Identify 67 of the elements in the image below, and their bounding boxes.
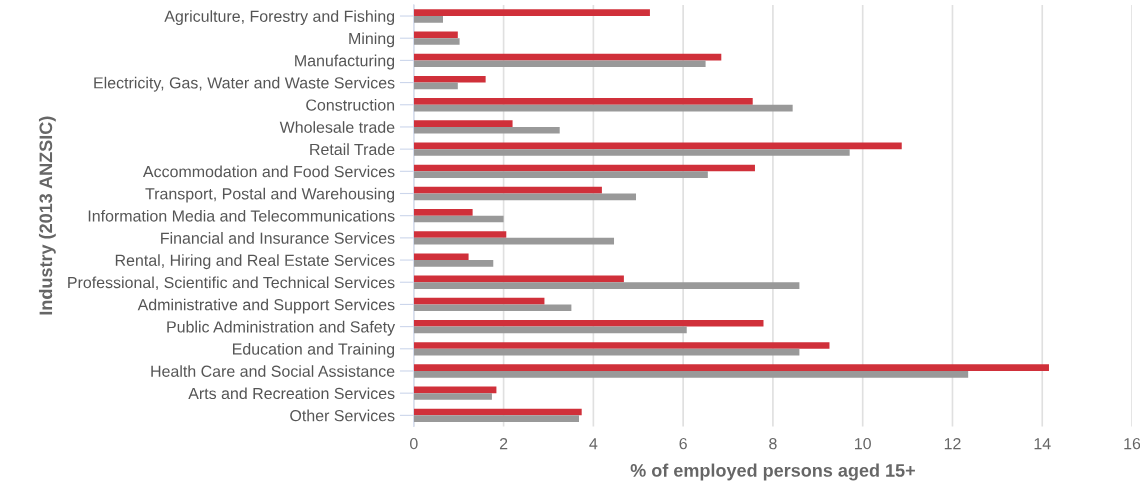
y-tick-label: Rental, Hiring and Real Estate Services xyxy=(115,254,395,270)
bar xyxy=(413,16,443,23)
x-tick-label: 10 xyxy=(855,437,871,450)
y-tick-label: Professional, Scientific and Technical Services xyxy=(68,276,395,291)
x-tick-label: 12 xyxy=(944,437,961,450)
y-tick-label: Public Administration and Safety xyxy=(167,320,396,336)
y-tick-label: Wholesale trade xyxy=(279,121,395,133)
y-tick-label: Construction xyxy=(306,98,395,111)
x-tick-label: 6 xyxy=(679,437,687,450)
bar xyxy=(413,253,469,261)
bar xyxy=(413,415,580,423)
bar xyxy=(413,75,486,83)
bar xyxy=(413,408,582,416)
y-tick-label: Transport, Postal and Warehousing xyxy=(145,187,395,203)
bar xyxy=(413,348,800,356)
bar xyxy=(413,186,602,194)
bar xyxy=(413,31,458,39)
bar xyxy=(413,215,504,223)
y-tick-label: Financial and Insurance Services xyxy=(161,232,395,244)
bar xyxy=(413,260,494,267)
x-tick-label: 2 xyxy=(499,437,508,450)
bar xyxy=(413,98,753,105)
bar xyxy=(413,342,830,349)
bar xyxy=(413,275,624,283)
bar xyxy=(413,120,513,127)
y-tick-label: Health Care and Social Assistance xyxy=(151,365,395,377)
y-tick-label: Arts and Recreation Services xyxy=(188,387,395,400)
bar xyxy=(413,209,473,216)
y-tick-label: Information Media and Telecommunications xyxy=(88,209,395,222)
bar xyxy=(413,171,708,178)
y-tick-label: Education and Training xyxy=(233,343,395,358)
y-tick-label: Accommodation and Food Services xyxy=(142,165,395,178)
y-tick-label: Manufacturing xyxy=(295,54,395,70)
bar xyxy=(413,60,706,68)
x-tick-label: 8 xyxy=(769,437,777,450)
y-tick-label: Agriculture, Forestry and Fishing xyxy=(164,10,395,26)
bar xyxy=(413,53,722,61)
bar xyxy=(413,38,460,45)
bar xyxy=(413,149,850,156)
bar xyxy=(413,319,764,327)
x-tick-label: 14 xyxy=(1034,438,1051,450)
y-tick-label: Electricity, Gas, Water and Waste Services xyxy=(94,76,395,92)
bar xyxy=(413,142,902,150)
bar xyxy=(413,82,458,90)
bar xyxy=(413,297,545,305)
bar xyxy=(413,304,572,312)
x-tick-label: 0 xyxy=(410,437,418,450)
bar xyxy=(413,9,650,17)
bar xyxy=(413,326,687,334)
bar xyxy=(413,104,793,112)
bar xyxy=(413,370,969,378)
x-tick-label: 16 xyxy=(1124,437,1140,450)
bar xyxy=(413,364,1049,371)
y-tick-label: Retail Trade xyxy=(310,143,395,156)
bar xyxy=(413,193,637,201)
bar xyxy=(413,393,492,400)
bar xyxy=(413,282,800,289)
y-tick-label: Mining xyxy=(349,32,395,48)
y-axis-title: Industry (2013 ANZSIC) xyxy=(38,116,56,315)
x-axis-title: % of employed persons aged 15+ xyxy=(630,463,915,481)
bar xyxy=(413,164,755,172)
y-tick-label: Other Services xyxy=(290,409,395,422)
bar xyxy=(413,231,507,238)
bar xyxy=(413,237,615,245)
x-tick-label: 4 xyxy=(589,438,598,450)
bar xyxy=(413,126,560,134)
y-tick-label: Administrative and Support Services xyxy=(137,298,395,314)
